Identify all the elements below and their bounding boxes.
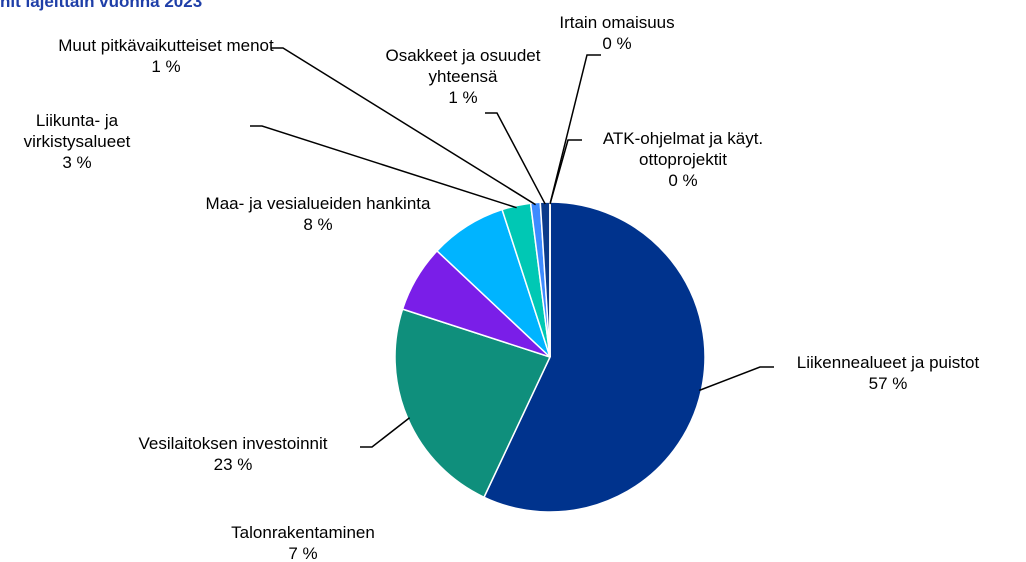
data-label: Maa- ja vesialueiden hankinta 8 % [203, 193, 433, 235]
data-label: Vesilaitoksen investoinnit 23 % [103, 433, 363, 475]
value-label: 23 % [213, 455, 253, 474]
data-label: Irtain omaisuus 0 % [537, 12, 697, 54]
category-label: ATK-ohjelmat ja käyt. ottoprojektit [602, 129, 764, 169]
data-label: ATK-ohjelmat ja käyt. ottoprojektit 0 % [563, 128, 803, 191]
leader-line [485, 112, 546, 205]
pie-slice [483, 201, 706, 513]
value-label: 1 % [448, 88, 478, 107]
leader-line [271, 47, 536, 206]
value-label: 7 % [288, 544, 318, 562]
leader-line [360, 417, 411, 448]
leader-line [549, 139, 582, 205]
leader-line [699, 366, 774, 392]
value-label: 0 % [668, 171, 698, 190]
value-label: 3 % [62, 153, 92, 172]
data-label: Talonrakentaminen 7 % [193, 522, 413, 562]
leader-line [549, 54, 601, 205]
value-label: 1 % [151, 57, 181, 76]
category-label: Irtain omaisuus [559, 13, 675, 32]
data-label: Liikennealueet ja puistot 57 % [763, 352, 1013, 394]
category-label: Muut pitkävaikutteiset menot [58, 36, 274, 55]
category-label: Talonrakentaminen [231, 523, 375, 542]
chart-title: nit lajeittain vuonna 2023 [0, 0, 203, 11]
data-label: Osakkeet ja osuudet yhteensä 1 % [363, 45, 563, 108]
value-label: 0 % [602, 34, 632, 53]
category-label: Liikennealueet ja puistot [796, 353, 980, 372]
value-label: 8 % [303, 215, 333, 234]
leader-line [250, 125, 517, 209]
data-label: Muut pitkävaikutteiset menot 1 % [51, 35, 281, 77]
category-label: Osakkeet ja osuudet yhteensä [385, 46, 541, 86]
data-label: Liikunta- ja virkistysalueet 3 % [0, 110, 162, 173]
category-label: Liikunta- ja virkistysalueet [23, 111, 131, 151]
category-label: Maa- ja vesialueiden hankinta [205, 194, 431, 213]
value-label: 57 % [868, 374, 908, 393]
category-label: Vesilaitoksen investoinnit [138, 434, 328, 453]
